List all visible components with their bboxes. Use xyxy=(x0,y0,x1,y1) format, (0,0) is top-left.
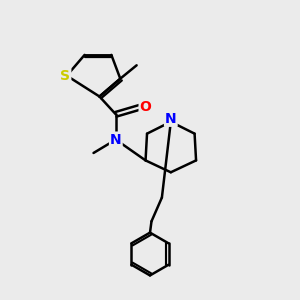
Text: N: N xyxy=(110,133,122,147)
Text: O: O xyxy=(140,100,152,114)
Text: S: S xyxy=(60,69,70,83)
Text: N: N xyxy=(165,112,177,126)
